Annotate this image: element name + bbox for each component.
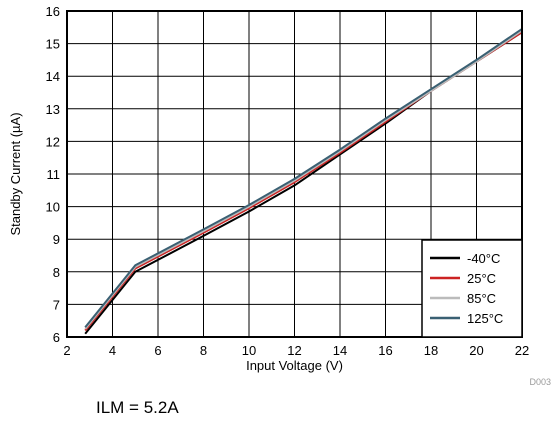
y-tick-label: 6 xyxy=(53,330,60,345)
chart: 2 4 6 8 10 12 14 16 18 20 22 6 7 8 9 10 11 12 13 14 15 16 In… xyxy=(8,4,551,387)
y-axis-label: Standby Current (µA) xyxy=(8,112,23,235)
figure-id: D003 xyxy=(529,377,551,387)
y-tick-labels: 6 7 8 9 10 11 12 13 14 15 16 xyxy=(46,4,60,345)
y-tick-label: 14 xyxy=(46,69,60,84)
x-tick-label: 16 xyxy=(378,343,392,358)
y-tick-label: 16 xyxy=(46,4,60,19)
caption: ILM = 5.2A xyxy=(96,398,179,417)
x-axis-label: Input Voltage (V) xyxy=(246,358,343,373)
x-tick-label: 6 xyxy=(154,343,161,358)
legend-box xyxy=(421,239,523,338)
x-tick-label: 20 xyxy=(469,343,483,358)
x-tick-label: 22 xyxy=(515,343,529,358)
y-tick-label: 15 xyxy=(46,37,60,52)
y-tick-label: 9 xyxy=(53,232,60,247)
x-tick-label: 8 xyxy=(200,343,207,358)
plot-frame xyxy=(66,10,523,338)
x-tick-label: 10 xyxy=(242,343,256,358)
series-line-2 xyxy=(84,29,523,330)
x-tick-label: 4 xyxy=(109,343,116,358)
y-tick-label: 7 xyxy=(53,297,60,312)
x-tick-label: 12 xyxy=(287,343,301,358)
legend-label: 85°C xyxy=(467,291,496,306)
legend-label: 25°C xyxy=(467,271,496,286)
y-tick-label: 10 xyxy=(46,200,60,215)
legend: -40°C 25°C 85°C 125°C xyxy=(421,239,523,338)
x-tick-label: 18 xyxy=(424,343,438,358)
series-layer xyxy=(84,28,523,335)
x-tick-label: 14 xyxy=(333,343,347,358)
x-tick-label: 2 xyxy=(63,343,70,358)
series-line-3 xyxy=(84,28,523,328)
y-tick-label: 11 xyxy=(47,167,61,182)
legend-label: -40°C xyxy=(467,251,500,266)
y-tick-label: 13 xyxy=(46,102,60,117)
y-tick-label: 12 xyxy=(46,134,60,149)
legend-label: 125°C xyxy=(467,311,503,326)
x-tick-labels: 2 4 6 8 10 12 14 16 18 20 22 xyxy=(63,343,529,358)
y-tick-label: 8 xyxy=(53,265,60,280)
